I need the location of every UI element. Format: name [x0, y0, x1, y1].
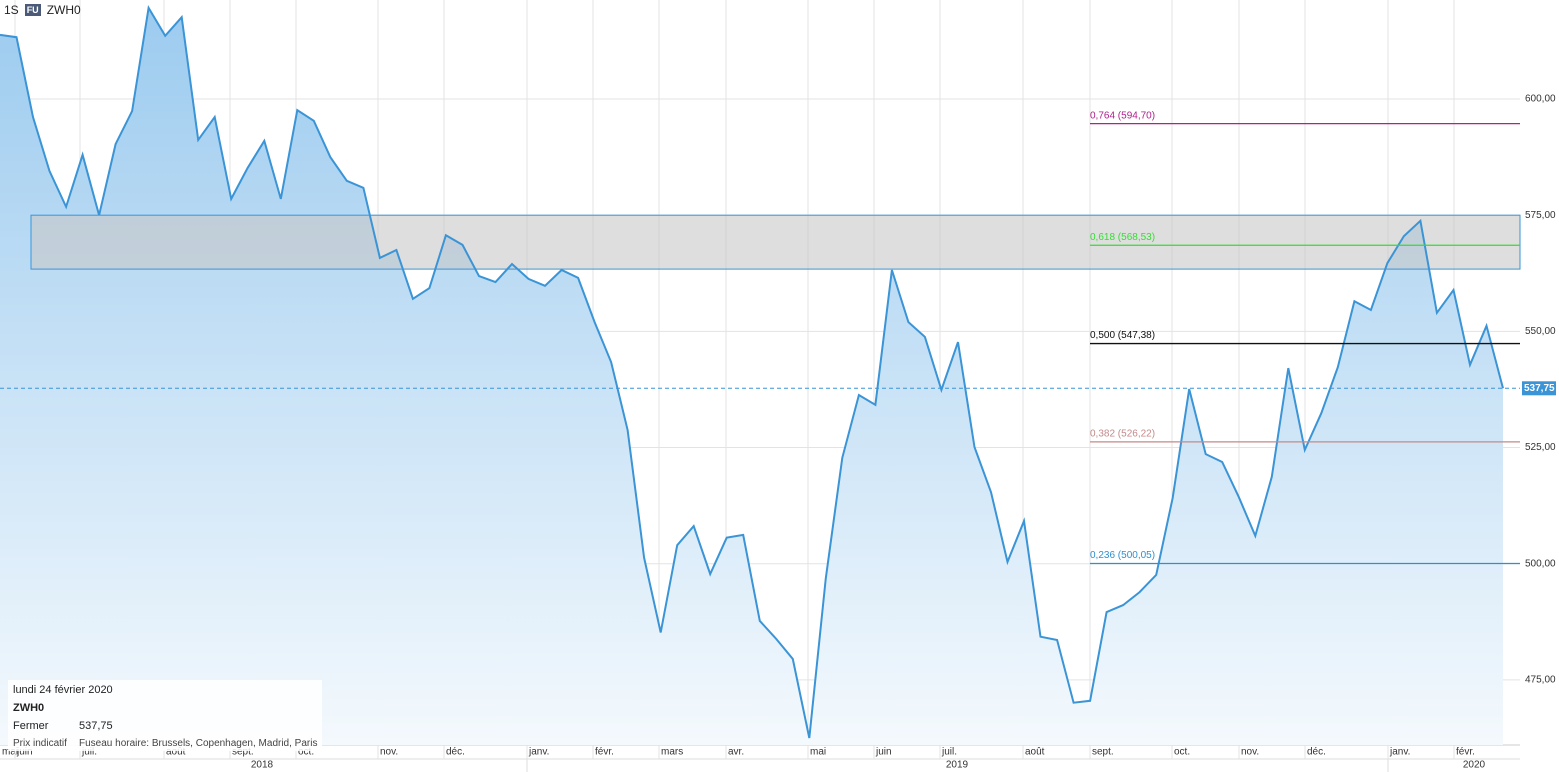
last-price-label: 537,75 — [1524, 383, 1555, 394]
fib-label: 0,500 (547,38) — [1090, 330, 1155, 341]
y-tick-label: 500,00 — [1525, 558, 1556, 569]
month-label: oct. — [1174, 747, 1190, 758]
info-tz: Fuseau horaire: Brussels, Copenhagen, Ma… — [79, 738, 318, 749]
y-tick-label: 475,00 — [1525, 675, 1556, 686]
month-label: juin — [16, 747, 33, 758]
month-label: juin — [875, 747, 892, 758]
month-label: oct. — [298, 747, 314, 758]
month-label: févr. — [595, 747, 614, 758]
zone — [30, 214, 1521, 270]
month-label: sept. — [1092, 747, 1114, 758]
period: 1S — [4, 3, 19, 17]
info-date: lundi 24 février 2020 — [13, 684, 113, 696]
month-label: août — [166, 747, 186, 758]
year-label: 2020 — [1463, 760, 1486, 771]
info-symbol: ZWH0 — [13, 702, 45, 714]
fib-label: 0,382 (526,22) — [1090, 429, 1155, 440]
info-note-row: Prix indicatif Fuseau horaire: Brussels, … — [13, 738, 317, 749]
fib-label: 0,618 (568,53) — [1090, 232, 1155, 243]
area-fill — [0, 7, 1503, 745]
month-label: févr. — [1456, 747, 1475, 758]
month-label: déc. — [1307, 747, 1326, 758]
y-tick-label: 550,00 — [1525, 326, 1556, 337]
y-tick-label: 575,00 — [1525, 210, 1556, 221]
month-label: juil. — [941, 747, 957, 758]
y-tick-label: 600,00 — [1525, 94, 1556, 105]
month-label: déc. — [446, 747, 465, 758]
info-close-label: Fermer — [13, 720, 49, 732]
y-tick-label: 525,00 — [1525, 442, 1556, 453]
month-label: janv. — [528, 747, 549, 758]
year-label: 2018 — [251, 760, 274, 771]
info-note: Prix indicatif — [13, 738, 67, 749]
month-label: juil. — [81, 747, 97, 758]
month-label: avr. — [728, 747, 744, 758]
price-line — [0, 5, 1504, 739]
info-box: lundi 24 février 2020 ZWH0 Fermer 537,75 … — [8, 680, 323, 751]
month-label: août — [1025, 747, 1045, 758]
fib-label: 0,236 (500,05) — [1090, 550, 1155, 561]
header: 1S FU ZWH0 — [4, 3, 81, 17]
info-close-row: Fermer 537,75 — [13, 720, 317, 732]
year-label: 2019 — [946, 760, 969, 771]
month-label: janv. — [1389, 747, 1410, 758]
fib-label: 0,764 (594,70) — [1090, 110, 1155, 121]
last-price-badge — [1522, 381, 1556, 396]
month-label: mai — [810, 747, 826, 758]
month-label: nov. — [1241, 747, 1259, 758]
month-label: mars — [661, 747, 683, 758]
month-label: mai — [2, 747, 18, 758]
month-label: nov. — [380, 747, 398, 758]
badge: FU — [24, 4, 41, 16]
symbol: ZWH0 — [46, 3, 81, 17]
month-label: sept. — [232, 747, 254, 758]
info-close: 537,75 — [79, 720, 113, 732]
